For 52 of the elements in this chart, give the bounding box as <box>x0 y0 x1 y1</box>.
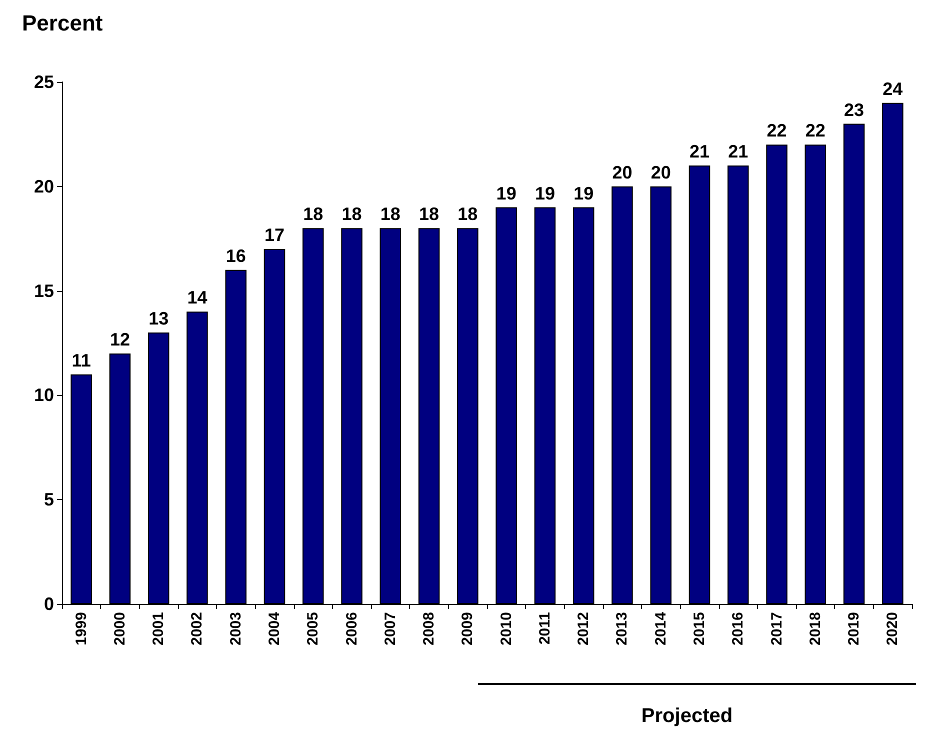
data-label: 22 <box>805 120 826 141</box>
x-tick-label: 2015 <box>691 612 708 646</box>
x-tick-label: 2002 <box>188 612 206 646</box>
data-label: 20 <box>650 162 671 182</box>
x-tick-label: 2007 <box>382 612 399 646</box>
x-tick-label: 2004 <box>266 611 283 646</box>
x-tick-label: 2011 <box>536 612 554 645</box>
x-tick-label: 2014 <box>652 611 670 646</box>
x-tick-label: 2005 <box>304 612 322 646</box>
data-label: 18 <box>458 204 478 224</box>
data-label: 19 <box>534 183 555 204</box>
data-label: 24 <box>882 78 903 99</box>
y-tick-label: 25 <box>34 72 54 92</box>
data-label: 18 <box>419 204 440 224</box>
y-axis-title: Percent <box>22 10 104 36</box>
data-label: 11 <box>72 350 91 370</box>
x-tick-label: 2000 <box>111 612 128 646</box>
x-tick-label: 2020 <box>884 612 902 646</box>
data-label: 19 <box>496 183 516 204</box>
data-label: 21 <box>689 142 710 162</box>
data-label: 17 <box>264 225 285 246</box>
x-tick-label: 2016 <box>730 612 747 646</box>
x-tick-label: 2010 <box>498 612 515 646</box>
x-tick-label: 2006 <box>343 612 360 646</box>
data-label: 18 <box>303 204 324 224</box>
x-tick-label: 2008 <box>420 612 438 646</box>
text: Projected <box>641 705 733 727</box>
y-tick-label: 5 <box>44 490 54 510</box>
x-tick-label: 2001 <box>150 612 168 646</box>
data-label: 13 <box>148 308 169 329</box>
data-label: 12 <box>110 329 130 350</box>
data-label: 18 <box>380 204 400 224</box>
x-tick-label: 2012 <box>575 612 592 646</box>
y-tick-label: 10 <box>34 385 54 406</box>
x-tick-label: 2009 <box>459 612 476 646</box>
x-tick-label: 2013 <box>614 612 631 646</box>
y-tick-label: 20 <box>34 176 54 196</box>
data-label: 23 <box>844 100 864 120</box>
x-tick-label: 2003 <box>227 612 244 646</box>
data-label: 22 <box>766 120 787 141</box>
x-tick-label: 1999 <box>72 612 90 646</box>
y-tick-label: 0 <box>44 594 54 614</box>
data-label: 21 <box>728 142 748 162</box>
x-tick-label: 2017 <box>768 612 786 646</box>
data-label: 20 <box>612 162 632 182</box>
data-label: 18 <box>342 204 362 224</box>
data-label: 16 <box>226 246 246 266</box>
x-tick-label: 2018 <box>806 612 824 646</box>
y-tick-label: 15 <box>34 280 54 301</box>
data-label: 19 <box>574 183 594 204</box>
x-tick-label: 2019 <box>846 612 863 646</box>
data-label: 14 <box>187 288 208 308</box>
